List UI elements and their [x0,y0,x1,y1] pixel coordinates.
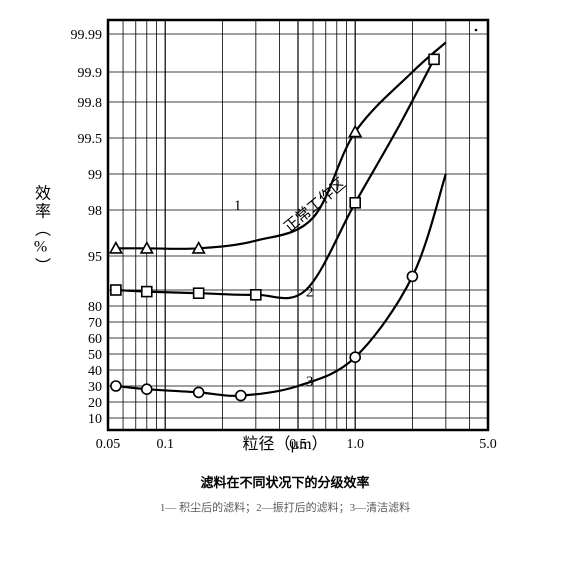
svg-text:99: 99 [88,168,102,183]
svg-text:98: 98 [88,204,102,219]
svg-text:99.99: 99.99 [71,28,103,43]
y-axis-label: 效率（%） [28,185,52,276]
svg-text:99.9: 99.9 [78,66,103,81]
svg-text:1: 1 [234,198,242,214]
svg-text:99.5: 99.5 [78,132,103,147]
svg-text:10: 10 [88,412,102,427]
efficiency-chart: 102030405060708095989999.599.899.999.990… [20,10,550,450]
svg-text:3: 3 [306,374,314,390]
svg-text:60: 60 [88,332,102,347]
x-axis-label: 粒径（μm） [20,430,550,454]
svg-text:40: 40 [88,364,102,379]
chart-container: 102030405060708095989999.599.899.999.990… [20,10,550,450]
svg-text:20: 20 [88,396,102,411]
svg-text:95: 95 [88,250,102,265]
svg-text:2: 2 [306,284,314,300]
svg-text:80: 80 [88,300,102,315]
svg-text:70: 70 [88,316,102,331]
svg-text:50: 50 [88,348,102,363]
figure-legend: 1— 积尘后的滤料；2—振打后的滤料；3—清洁滤料 [20,499,550,515]
svg-text:30: 30 [88,380,102,395]
figure-title: 滤料在不同状况下的分级效率 [20,472,550,491]
svg-text:99.8: 99.8 [78,96,103,111]
